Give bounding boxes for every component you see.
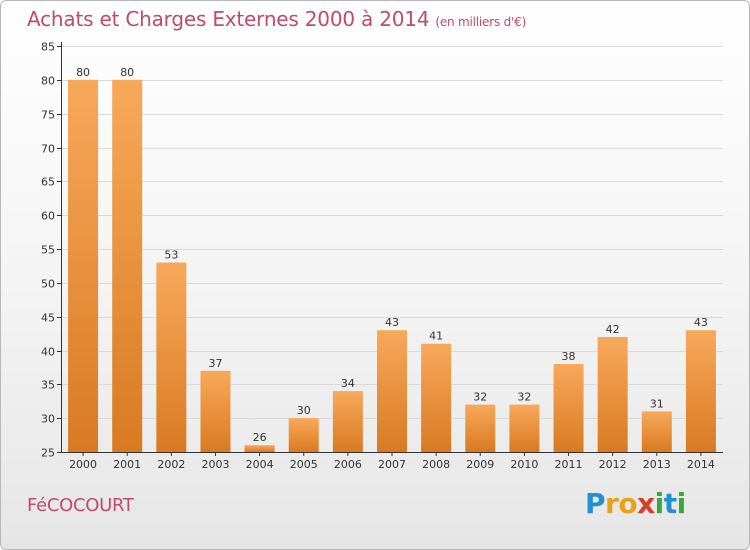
value-label: 80: [120, 66, 134, 79]
y-tick-label: 45: [41, 312, 55, 325]
x-tick-label: 2006: [334, 458, 362, 471]
value-label: 41: [429, 330, 443, 343]
y-tick-label: 35: [41, 379, 55, 392]
y-tick-label: 30: [41, 413, 55, 426]
x-tick-label: 2005: [290, 458, 318, 471]
value-label: 26: [253, 431, 267, 444]
commune-name: FéCOCOURT: [27, 495, 134, 516]
bar-2013: [641, 411, 672, 452]
x-tick-label: 2003: [201, 458, 229, 471]
y-tick-label: 70: [41, 143, 55, 156]
x-tick-label: 2009: [466, 458, 494, 471]
logo-letter: i: [654, 487, 665, 520]
value-label: 37: [208, 357, 222, 370]
bar-2012: [597, 336, 628, 452]
x-tick-label: 2013: [643, 458, 671, 471]
bar-2010: [509, 404, 540, 452]
value-label: 32: [473, 391, 487, 404]
value-label: 53: [164, 249, 178, 262]
axes: [57, 42, 723, 456]
value-label: 42: [606, 323, 620, 336]
y-tick-label: 80: [41, 75, 55, 88]
chart-title: Achats et Charges Externes 2000 à 2014 (e…: [27, 7, 526, 31]
bar-2004: [244, 445, 275, 452]
bar-2006: [332, 391, 363, 452]
logo-letter: t: [663, 487, 677, 520]
value-label: 38: [562, 350, 576, 363]
x-tick-label: 2011: [555, 458, 583, 471]
labels: 25 30 35 40 45 50 55 60 65 70 75 80 85 80 2000 80 2001 53…: [41, 41, 715, 472]
bars: [68, 79, 716, 452]
y-tick-label: 50: [41, 278, 55, 291]
x-tick-label: 2004: [246, 458, 274, 471]
logo-letter: P: [585, 487, 606, 520]
logo-letter: x: [637, 487, 655, 520]
x-tick-label: 2002: [157, 458, 185, 471]
value-label: 43: [385, 316, 399, 329]
value-label: 32: [517, 391, 531, 404]
y-tick-label: 60: [41, 210, 55, 223]
x-tick-label: 2007: [378, 458, 406, 471]
value-label: 31: [650, 397, 664, 410]
chart-title-text: Achats et Charges Externes 2000 à 2014: [27, 7, 430, 31]
bar-2002: [156, 262, 187, 452]
y-tick-label: 40: [41, 346, 55, 359]
logo-letter: o: [618, 487, 638, 520]
y-tick-label: 25: [41, 447, 55, 460]
x-tick-label: 2014: [687, 458, 715, 471]
logo-letter: r: [605, 487, 619, 520]
bar-2011: [553, 364, 584, 452]
y-tick-label: 55: [41, 244, 55, 257]
bar-2008: [421, 343, 452, 452]
bar-2014: [685, 330, 716, 452]
proxiti-logo: Proxiti: [585, 487, 686, 520]
x-tick-label: 2008: [422, 458, 450, 471]
x-tick-label: 2000: [69, 458, 97, 471]
y-tick-label: 85: [41, 41, 55, 54]
value-label: 80: [76, 66, 90, 79]
value-label: 34: [341, 377, 355, 390]
value-label: 43: [694, 316, 708, 329]
x-tick-label: 2010: [510, 458, 538, 471]
bar-2001: [112, 79, 143, 452]
y-tick-label: 65: [41, 176, 55, 189]
y-tick-label: 75: [41, 109, 55, 122]
x-tick-label: 2012: [599, 458, 627, 471]
bar-2007: [377, 330, 407, 452]
chart-unit: (en milliers d'€): [435, 15, 527, 29]
bar-2003: [200, 370, 231, 452]
bar-2005: [288, 418, 319, 452]
x-tick-label: 2001: [113, 458, 141, 471]
logo-letter: i: [676, 487, 687, 520]
value-label: 30: [297, 404, 311, 417]
bar-2000: [68, 79, 99, 452]
bar-2009: [465, 404, 496, 452]
